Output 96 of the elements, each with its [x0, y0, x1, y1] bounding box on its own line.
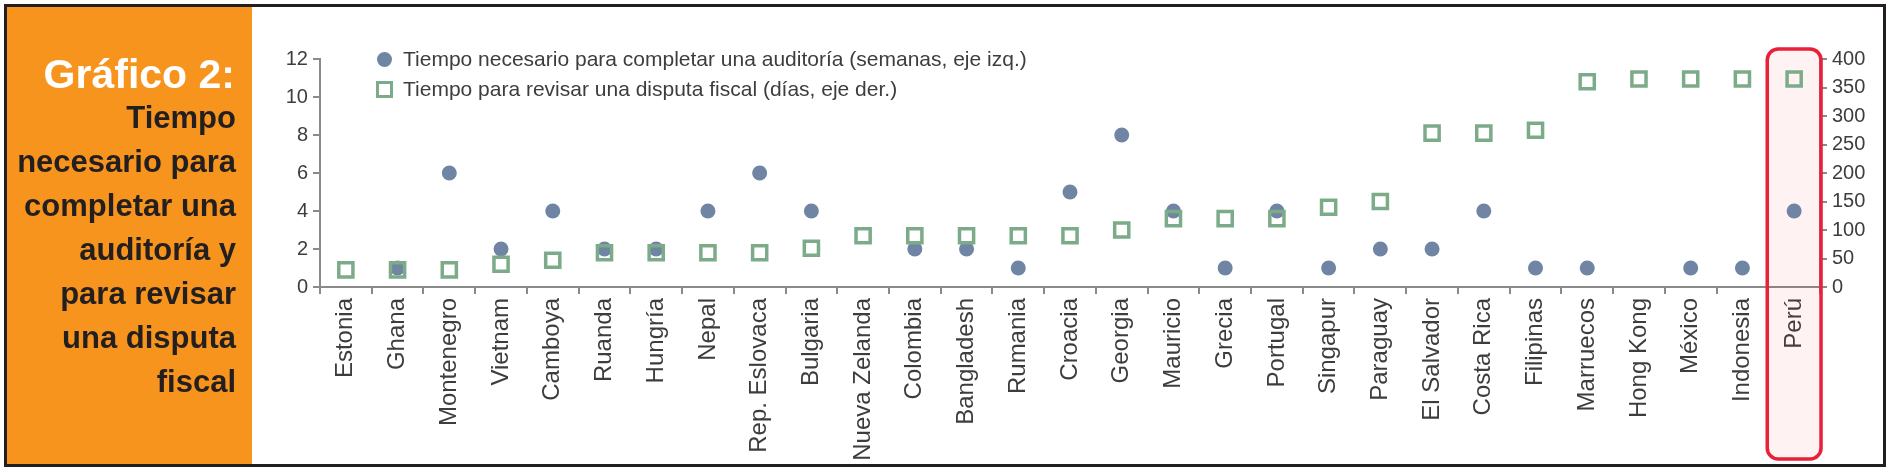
- x-tick-label: México: [1675, 298, 1703, 375]
- point: [1217, 260, 1233, 276]
- point: [1733, 70, 1752, 88]
- y2-tick-label: 100: [1832, 217, 1866, 240]
- point: [1062, 184, 1078, 200]
- x-tick-label: Perú: [1778, 298, 1806, 349]
- y2-tick-label: 50: [1832, 246, 1855, 269]
- point: [337, 261, 355, 279]
- y-tick-label: 6: [296, 160, 308, 183]
- x-tick-label: Hungría: [640, 297, 668, 384]
- y-tick-label: 12: [285, 46, 308, 69]
- legend-label: Tiempo necesario para completar una auditoría (semanas, eje izq.): [403, 47, 1027, 71]
- x-tick-label: Colombia: [899, 297, 927, 400]
- point: [1734, 260, 1750, 276]
- chart-title: Gráfico 2:: [42, 51, 235, 97]
- text: Tiempo necesario para completar una auditoría y para revisar una disputa fiscal: [16, 99, 236, 401]
- y2-tick-label: 150: [1832, 189, 1866, 212]
- point: [545, 203, 561, 219]
- point: [647, 243, 666, 262]
- point: [1423, 124, 1441, 142]
- point: [1474, 124, 1493, 142]
- x-tick-label: Ruanda: [589, 297, 617, 383]
- x-tick-label: Rep. Eslovaca: [744, 297, 772, 453]
- y2-tick-label: 400: [1832, 46, 1866, 69]
- point: [803, 203, 819, 219]
- x-tick-label: Georgia: [1106, 297, 1134, 384]
- x-tick-label: Marruecos: [1571, 298, 1599, 412]
- point: [1579, 260, 1595, 276]
- x-tick-label: Singapur: [1313, 298, 1341, 395]
- legend-label: Tiempo para revisar una disputa fiscal (días, eje der.): [403, 77, 898, 101]
- x-tick-label: Paraguay: [1364, 298, 1392, 401]
- point: [1112, 221, 1131, 239]
- y-tick-label: 4: [296, 198, 308, 221]
- point: [1164, 209, 1183, 228]
- x-tick-label: Nepal: [692, 298, 720, 361]
- y-tick-label: 2: [296, 236, 308, 259]
- x-tick-label: Vietnam: [485, 298, 513, 386]
- y2-tick-label: 0: [1832, 274, 1844, 297]
- x-tick-label: Ghana: [382, 297, 410, 371]
- x-tick-label: Rumania: [1002, 297, 1030, 395]
- point: [595, 243, 614, 262]
- point: [1319, 198, 1338, 217]
- point: [699, 243, 717, 262]
- point: [1009, 226, 1028, 245]
- point: [700, 203, 716, 219]
- x-tick-label: Camboya: [537, 297, 565, 401]
- x-tick-label: El Salvador: [1416, 298, 1444, 421]
- x-tick-label: Nueva Zelanda: [847, 297, 875, 461]
- x-tick-label: Croacia: [1054, 297, 1082, 381]
- y-tick-label: 8: [296, 122, 308, 145]
- y-tick-label: 10: [285, 84, 308, 107]
- point: [1528, 260, 1544, 276]
- point: [1526, 121, 1545, 140]
- point: [1681, 70, 1700, 88]
- x-tick-label: Mauricio: [1158, 298, 1186, 389]
- x-tick-label: Bangladesh: [951, 298, 979, 425]
- x-tick-label: Filipinas: [1520, 298, 1548, 387]
- point: [1216, 209, 1234, 228]
- x-tick-label: Hong Kong: [1623, 298, 1651, 419]
- point: [1785, 70, 1803, 88]
- point: [854, 226, 872, 245]
- point: [1321, 260, 1337, 276]
- point: [802, 239, 821, 258]
- x-tick-label: Costa Rica: [1468, 297, 1496, 416]
- y2-tick-label: 250: [1832, 132, 1866, 155]
- point: [1372, 241, 1388, 257]
- x-tick-label: Estonia: [330, 297, 358, 379]
- y2-tick-label: 300: [1832, 103, 1866, 126]
- point: [1786, 203, 1802, 219]
- point: [1424, 241, 1440, 257]
- point: [957, 226, 976, 245]
- point: [492, 255, 510, 274]
- point: [1010, 260, 1026, 276]
- x-tick-label: Grecia: [1209, 297, 1237, 369]
- point: [1578, 72, 1597, 91]
- x-tick-label: Indonesia: [1727, 297, 1755, 403]
- point: [440, 261, 459, 279]
- point: [1371, 192, 1390, 211]
- point: [752, 165, 768, 181]
- point: [1268, 209, 1286, 228]
- x-tick-label: Bulgaria: [796, 297, 823, 387]
- x-tick-label: Portugal: [1261, 298, 1289, 388]
- point: [750, 243, 769, 262]
- point: [906, 226, 924, 245]
- point: [1114, 127, 1130, 143]
- point: [493, 241, 509, 257]
- y2-tick-label: 200: [1832, 160, 1866, 183]
- x-tick-label: Montenegro: [433, 298, 461, 427]
- point: [1061, 226, 1079, 245]
- point: [1683, 260, 1699, 276]
- y-tick-label: 0: [296, 274, 308, 297]
- point: [543, 251, 562, 270]
- point: [441, 165, 457, 181]
- y2-tick-label: 350: [1832, 75, 1866, 98]
- point: [1476, 203, 1492, 219]
- point: [1630, 70, 1648, 88]
